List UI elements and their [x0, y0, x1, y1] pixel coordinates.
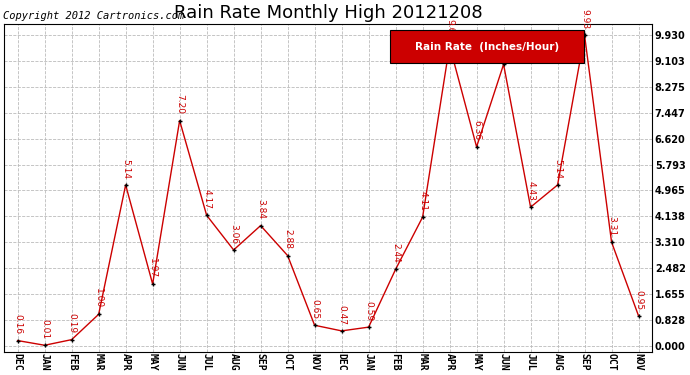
Text: 9.93: 9.93 — [580, 9, 589, 29]
Text: Copyright 2012 Cartronics.com: Copyright 2012 Cartronics.com — [3, 11, 185, 21]
Text: 4.43: 4.43 — [526, 181, 535, 201]
Text: 0.19: 0.19 — [67, 313, 76, 333]
Text: 9.60: 9.60 — [445, 19, 454, 39]
Text: 4.11: 4.11 — [418, 191, 427, 211]
Point — [525, 204, 536, 210]
Text: 0.59: 0.59 — [364, 301, 373, 321]
Text: 4.17: 4.17 — [202, 189, 211, 209]
FancyBboxPatch shape — [390, 30, 584, 63]
Point — [228, 247, 239, 253]
Text: 1.97: 1.97 — [148, 258, 157, 278]
Text: 7.20: 7.20 — [175, 94, 184, 114]
Point — [12, 338, 23, 344]
Text: 0.65: 0.65 — [310, 299, 319, 319]
Point — [309, 322, 320, 328]
Point — [120, 182, 131, 188]
Point — [579, 32, 590, 38]
Text: 0.95: 0.95 — [634, 290, 643, 310]
Text: 2.88: 2.88 — [283, 230, 292, 249]
Point — [417, 214, 428, 220]
Point — [39, 342, 50, 348]
Point — [255, 223, 266, 229]
Text: 0.16: 0.16 — [13, 314, 22, 334]
Point — [633, 313, 644, 319]
Text: 5.14: 5.14 — [121, 159, 130, 179]
Text: 1.00: 1.00 — [94, 288, 103, 308]
Text: 2.44: 2.44 — [391, 243, 400, 263]
Point — [552, 182, 563, 188]
Point — [282, 253, 293, 259]
Point — [93, 311, 104, 317]
Point — [444, 43, 455, 49]
Point — [498, 62, 509, 68]
Text: 0.47: 0.47 — [337, 304, 346, 325]
Point — [471, 144, 482, 150]
Point — [336, 328, 347, 334]
Text: 3.84: 3.84 — [256, 200, 265, 219]
Point — [201, 212, 212, 218]
Point — [390, 266, 401, 272]
Text: 5.14: 5.14 — [553, 159, 562, 179]
Point — [174, 118, 185, 124]
Text: Rain Rate  (Inches/Hour): Rain Rate (Inches/Hour) — [415, 42, 559, 52]
Text: 3.06: 3.06 — [229, 224, 238, 244]
Text: 0.01: 0.01 — [40, 319, 49, 339]
Text: 6.36: 6.36 — [472, 120, 481, 141]
Point — [66, 337, 77, 343]
Text: 9: 9 — [499, 53, 508, 58]
Title: Rain Rate Monthly High 20121208: Rain Rate Monthly High 20121208 — [174, 4, 482, 22]
Point — [606, 239, 617, 245]
Point — [363, 324, 374, 330]
Point — [147, 281, 158, 287]
Text: 3.31: 3.31 — [607, 216, 616, 236]
